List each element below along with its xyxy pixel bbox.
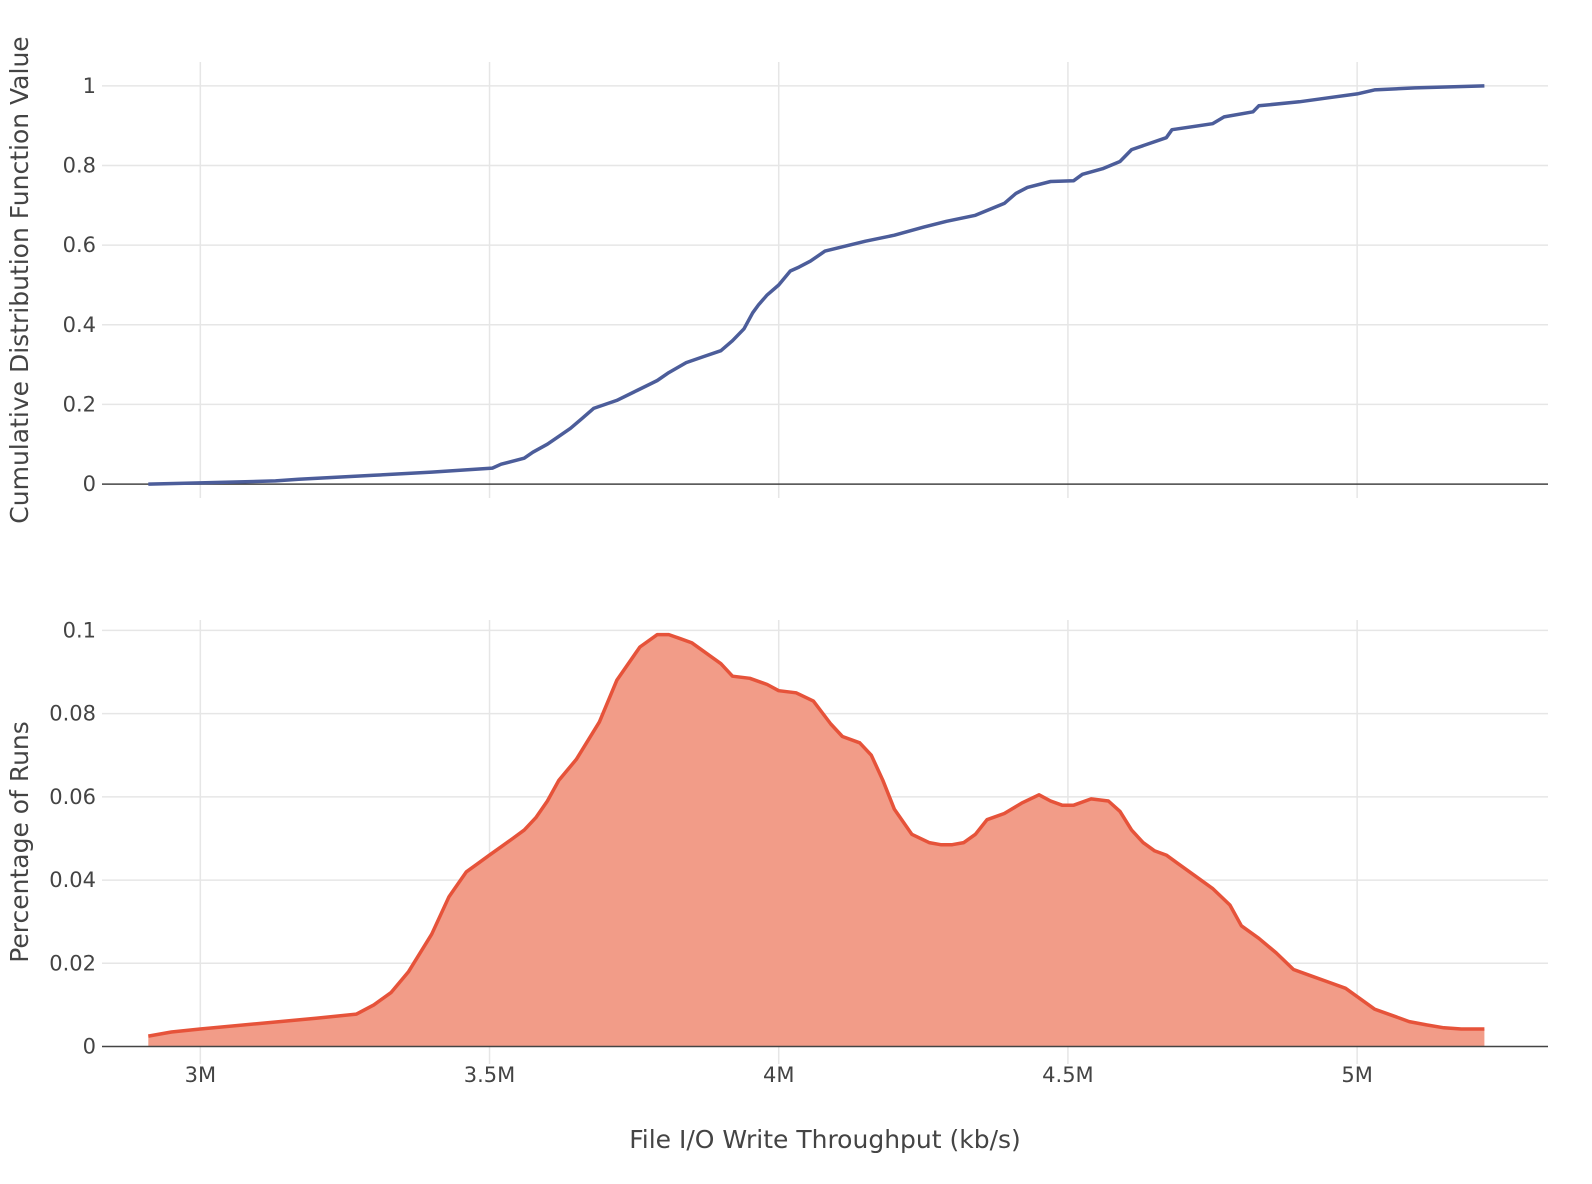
y-tick-label: 0.6 xyxy=(63,233,96,257)
y-tick-label: 0.08 xyxy=(49,702,96,726)
cdf-series-group[interactable] xyxy=(148,84,1485,486)
x-tick-label: 3M xyxy=(185,1063,216,1087)
x-tick-labels: 3M 3.5M 4M 4.5M 5M xyxy=(185,1063,1373,1087)
density-subplot: 0 0.02 0.04 0.06 0.08 0.1 3M 3.5M 4M 4.5M 5M Perc… xyxy=(5,618,1548,1154)
y-tick-label: 0.02 xyxy=(49,951,96,975)
x-tick-label: 4.5M xyxy=(1042,1063,1094,1087)
x-tick-label: 4M xyxy=(763,1063,794,1087)
cdf-y-gridlines xyxy=(102,85,1548,406)
x-axis-title: File I/O Write Throughput (kb/s) xyxy=(629,1125,1021,1154)
density-y-tick-labels: 0 0.02 0.04 0.06 0.08 0.1 xyxy=(49,618,96,1058)
cdf-line[interactable] xyxy=(148,84,1485,486)
y-tick-label: 0.2 xyxy=(63,392,96,416)
y-tick-label: 0.8 xyxy=(63,154,96,178)
x-tick-label: 3.5M xyxy=(464,1063,516,1087)
cdf-y-axis-title: Cumulative Distribution Function Value xyxy=(5,36,34,523)
y-tick-label: 0.04 xyxy=(49,868,96,892)
cdf-subplot: 0 0.2 0.4 0.6 0.8 1 Cumulative Distribution F… xyxy=(5,36,1548,524)
cdf-y-tick-labels: 0 0.2 0.4 0.6 0.8 1 xyxy=(63,74,96,496)
cdf-x-gridlines xyxy=(199,62,1358,498)
density-line[interactable] xyxy=(147,632,1485,1038)
x-tick-label: 5M xyxy=(1341,1063,1372,1087)
y-tick-label: 1 xyxy=(83,74,96,98)
y-tick-label: 0 xyxy=(83,472,96,496)
y-tick-label: 0 xyxy=(83,1035,96,1059)
y-tick-label: 0.4 xyxy=(63,313,96,337)
density-series-group[interactable] xyxy=(147,632,1485,1047)
y-tick-label: 0.1 xyxy=(63,618,96,642)
density-area-fill xyxy=(148,634,1485,1047)
density-y-axis-title: Percentage of Runs xyxy=(5,721,34,963)
y-tick-label: 0.06 xyxy=(49,785,96,809)
